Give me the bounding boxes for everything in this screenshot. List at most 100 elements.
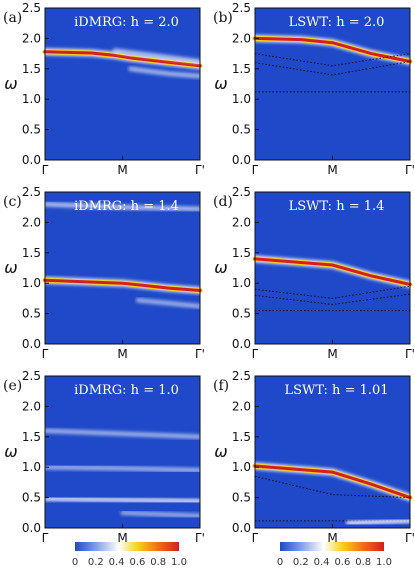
panel-a: 0.0 0.5 1.0 1.5 2.0 2.5 Γ M Γ' ω (a) iDMRG: h = 2.0 xyxy=(3,1,205,177)
colorbar-gradient xyxy=(75,542,179,551)
x-tick-label: Γ' xyxy=(195,347,205,361)
y-axis-label: ω xyxy=(4,258,17,277)
x-tick-label: M xyxy=(117,163,127,177)
band-upper xyxy=(114,49,201,63)
y-tick-label: 1.5 xyxy=(22,246,41,260)
colorbar-gradient xyxy=(280,542,384,551)
y-tick-label: 0.5 xyxy=(22,307,41,321)
y-tick-label: 0.0 xyxy=(232,337,251,351)
colorbar-tick-label: 0.8 xyxy=(150,557,166,568)
colorbar-tick-label: 0.6 xyxy=(129,557,145,568)
panel-letter: (d) xyxy=(213,194,233,210)
band-dotted2 xyxy=(254,61,411,76)
y-tick-label: 2.0 xyxy=(22,399,41,413)
band-dotted2 xyxy=(254,293,411,306)
x-tick-label: M xyxy=(327,347,337,361)
panel-e: 0.0 0.5 1.0 1.5 2.0 2.5 Γ M Γ' ω (e) iDMRG: h = 1.0 xyxy=(3,369,205,545)
y-tick-label: 2.0 xyxy=(232,31,251,45)
colorbar-tick-label: 1.0 xyxy=(171,557,187,568)
panel-letter: (f) xyxy=(213,378,229,394)
y-tick-label: 2.5 xyxy=(22,1,41,15)
band-bottom xyxy=(347,519,411,524)
y-axis-label: ω xyxy=(214,258,227,277)
y-tick-label: 0.5 xyxy=(22,491,41,505)
y-tick-label: 0.5 xyxy=(22,123,41,137)
y-tick-label: 0.5 xyxy=(232,123,251,137)
band-top xyxy=(44,203,201,210)
band-top xyxy=(44,429,201,438)
colorbar-tick-label: 0 xyxy=(72,557,78,568)
plot-background xyxy=(255,376,410,528)
y-tick-label: 0.5 xyxy=(232,491,251,505)
panel-letter: (c) xyxy=(3,194,22,210)
y-tick-label: 2.0 xyxy=(22,215,41,229)
x-tick-label: Γ' xyxy=(405,163,415,177)
band-main xyxy=(44,498,201,502)
panel-c: 0.0 0.5 1.0 1.5 2.0 2.5 Γ M Γ' ω (c) iDMRG: h = 1.4 xyxy=(3,185,205,361)
y-axis-label: ω xyxy=(4,442,17,461)
band-dotted1 xyxy=(254,53,411,67)
colorbar-tick-label: 0.4 xyxy=(314,557,330,568)
colorbar-1: 0 0.2 0.4 0.6 0.8 1.0 xyxy=(72,542,187,568)
x-tick-label: M xyxy=(327,163,337,177)
colorbar-2: 0 0.2 0.4 0.6 0.8 1.0 xyxy=(277,542,392,568)
x-tick-label: M xyxy=(327,531,337,545)
y-tick-label: 2.0 xyxy=(232,399,251,413)
x-tick-label: Γ xyxy=(252,347,259,361)
y-tick-label: 1.0 xyxy=(22,92,41,106)
y-tick-label: 1.5 xyxy=(232,62,251,76)
band-main xyxy=(43,50,202,68)
panel-letter: (a) xyxy=(3,10,22,26)
y-tick-label: 1.5 xyxy=(232,246,251,260)
y-tick-label: 1.0 xyxy=(22,276,41,290)
colorbar-tick-label: 0.2 xyxy=(88,557,104,568)
panel-d: 0.0 0.5 1.0 1.5 2.0 2.5 Γ M Γ' ω (d) LSWT: h = 1.4 xyxy=(213,185,415,361)
plot-background xyxy=(255,8,410,160)
y-tick-label: 1.5 xyxy=(232,430,251,444)
y-tick-label: 2.5 xyxy=(22,185,41,199)
panel-title: iDMRG: h = 1.4 xyxy=(74,199,179,214)
colorbar-tick-label: 0 xyxy=(277,557,283,568)
colorbar-tick-label: 0.6 xyxy=(334,557,350,568)
panel-letter: (b) xyxy=(213,10,233,26)
band-mid xyxy=(44,466,201,471)
band-dotted1 xyxy=(254,285,411,299)
x-tick-label: Γ' xyxy=(195,531,205,545)
plot-background xyxy=(45,192,200,344)
y-tick-label: 2.0 xyxy=(22,31,41,45)
x-tick-label: M xyxy=(117,347,127,361)
y-tick-label: 1.0 xyxy=(22,460,41,474)
x-tick-label: Γ' xyxy=(405,347,415,361)
y-tick-label: 0.0 xyxy=(22,521,41,535)
panel-title: iDMRG: h = 1.0 xyxy=(74,383,179,398)
x-tick-label: Γ xyxy=(252,531,259,545)
x-tick-label: Γ xyxy=(42,531,49,545)
colorbar-tick-label: 0.2 xyxy=(293,557,309,568)
y-tick-label: 1.5 xyxy=(22,430,41,444)
panel-f: 0.0 0.5 1.0 1.5 2.0 2.5 Γ M Γ' ω (f) LSWT: h = 1.01 xyxy=(213,369,415,545)
panel-title: LSWT: h = 1.4 xyxy=(289,199,385,214)
colorbar-tick-label: 0.8 xyxy=(355,557,371,568)
y-tick-label: 0.0 xyxy=(232,153,251,167)
panel-b: 0.0 0.5 1.0 1.5 2.0 2.5 Γ M Γ' ω (b) LSWT: h = 2.0 xyxy=(213,1,415,177)
plot-background xyxy=(45,376,200,528)
y-tick-label: 2.5 xyxy=(22,369,41,383)
y-tick-label: 2.5 xyxy=(232,1,251,15)
panel-title: LSWT: h = 1.01 xyxy=(284,383,388,398)
x-tick-label: Γ xyxy=(252,163,259,177)
plot-background xyxy=(45,8,200,160)
y-tick-label: 0.0 xyxy=(22,337,41,351)
y-axis-label: ω xyxy=(4,74,17,93)
x-tick-label: M xyxy=(117,531,127,545)
colorbar-tick-label: 1.0 xyxy=(376,557,392,568)
panel-title: LSWT: h = 2.0 xyxy=(289,15,385,30)
y-tick-label: 1.0 xyxy=(232,92,251,106)
panel-title: iDMRG: h = 2.0 xyxy=(74,15,179,30)
x-tick-label: Γ xyxy=(42,163,49,177)
y-tick-label: 1.5 xyxy=(22,62,41,76)
colorbar-tick-label: 0.4 xyxy=(109,557,125,568)
y-tick-label: 1.0 xyxy=(232,460,251,474)
band-main xyxy=(253,464,412,500)
y-tick-label: 2.5 xyxy=(232,185,251,199)
